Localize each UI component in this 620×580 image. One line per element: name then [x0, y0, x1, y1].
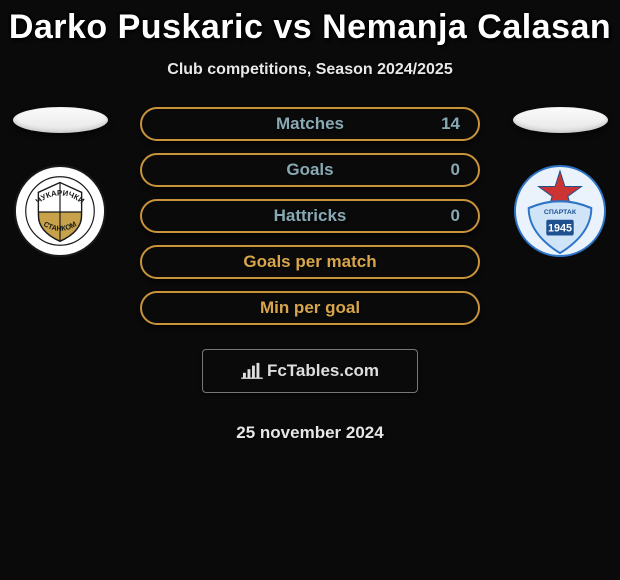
stat-value: 0 — [451, 206, 460, 226]
right-player-col: 1945 СПАРТАК — [505, 107, 615, 257]
stat-label: Hattricks — [274, 206, 347, 226]
svg-text:1945: 1945 — [548, 223, 572, 235]
left-player-oval — [13, 107, 108, 133]
left-player-col: ЧУКАРИЧКИ СТАНКОМ — [5, 107, 115, 257]
cukaricki-crest-icon: ЧУКАРИЧКИ СТАНКОМ — [11, 165, 109, 257]
right-player-oval — [513, 107, 608, 133]
stat-value: 0 — [451, 160, 460, 180]
stat-goals-per-match: Goals per match — [140, 245, 480, 279]
stat-goals: Goals 0 — [140, 153, 480, 187]
stat-label: Matches — [276, 114, 344, 134]
stat-value: 14 — [441, 114, 460, 134]
stat-hattricks: Hattricks 0 — [140, 199, 480, 233]
stats-row: ЧУКАРИЧКИ СТАНКОМ Matches 14 Goals 0 — [0, 107, 620, 443]
stat-min-per-goal: Min per goal — [140, 291, 480, 325]
spartak-crest-icon: 1945 СПАРТАК — [511, 165, 609, 257]
stat-label: Min per goal — [260, 298, 360, 318]
brand-box[interactable]: FcTables.com — [202, 349, 418, 393]
stats-center-col: Matches 14 Goals 0 Hattricks 0 Goals per… — [135, 107, 485, 443]
infographic-container: Darko Puskaric vs Nemanja Calasan Club c… — [0, 0, 620, 443]
page-title: Darko Puskaric vs Nemanja Calasan — [9, 8, 611, 47]
subtitle: Club competitions, Season 2024/2025 — [167, 61, 452, 79]
stat-label: Goals — [286, 160, 333, 180]
right-club-crest: 1945 СПАРТАК — [511, 165, 609, 257]
stat-matches: Matches 14 — [140, 107, 480, 141]
left-club-crest: ЧУКАРИЧКИ СТАНКОМ — [11, 165, 109, 257]
bar-chart-icon — [241, 362, 263, 380]
svg-text:СПАРТАК: СПАРТАК — [544, 209, 577, 216]
footer-date: 25 november 2024 — [236, 423, 383, 443]
stat-label: Goals per match — [243, 252, 376, 272]
brand-text: FcTables.com — [267, 361, 379, 381]
